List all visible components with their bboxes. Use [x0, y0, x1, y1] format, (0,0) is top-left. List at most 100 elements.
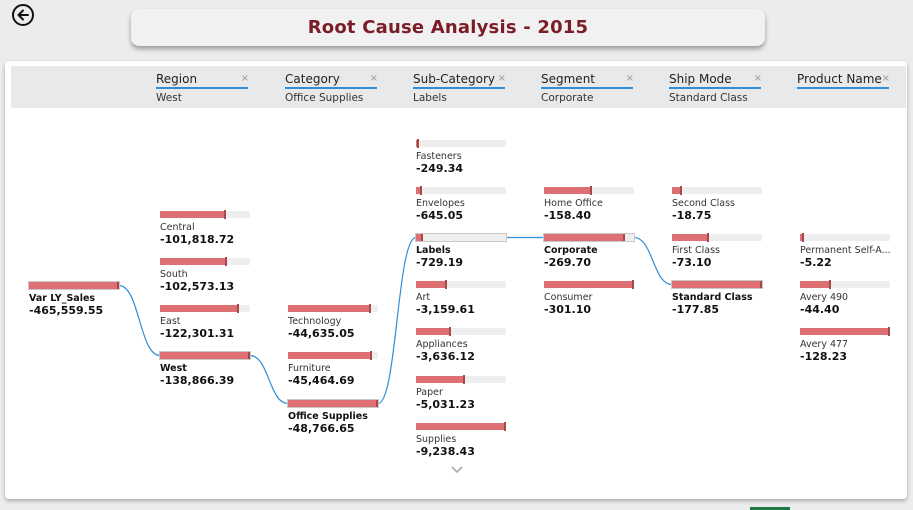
bar-track[interactable] [416, 186, 506, 195]
node-value: -44,635.05 [288, 327, 355, 340]
tree-node-west[interactable]: West -138,866.39 [159, 351, 255, 388]
bar-track[interactable] [416, 139, 506, 148]
node-value: -301.10 [544, 303, 592, 316]
bar-track[interactable] [416, 375, 506, 384]
bar-track[interactable] [800, 327, 890, 336]
level-header-region[interactable]: Region × West [156, 72, 249, 104]
tree-node-labels[interactable]: Labels -729.19 [415, 233, 511, 270]
selection-frame [159, 351, 251, 360]
bar-track[interactable] [672, 186, 762, 195]
level-name[interactable]: Product Name [797, 72, 889, 89]
node-label: Paper [416, 387, 443, 398]
bar-fill [800, 328, 890, 335]
remove-level-icon[interactable]: × [240, 73, 249, 84]
tree-node-central[interactable]: Central -101,818.72 [160, 210, 255, 247]
bar-track[interactable] [800, 233, 890, 242]
node-label: Home Office [544, 198, 603, 209]
bar-fill [672, 234, 709, 241]
node-value: -645.05 [416, 209, 464, 222]
tree-node-appliances[interactable]: Appliances -3,636.12 [416, 327, 511, 364]
bar-track[interactable] [800, 280, 890, 289]
bar-track[interactable] [416, 280, 506, 289]
tree-node-corporate[interactable]: Corporate -269.70 [543, 233, 639, 270]
remove-level-icon[interactable]: × [753, 73, 762, 84]
level-name[interactable]: Region [156, 72, 248, 89]
level-header-category[interactable]: Category × Office Supplies [285, 72, 378, 104]
scroll-down-chevron-icon[interactable] [451, 466, 463, 474]
bar-track[interactable] [672, 233, 762, 242]
tree-node-supplies[interactable]: Supplies -9,238.43 [416, 422, 511, 459]
level-name[interactable]: Category [285, 72, 377, 89]
tree-node-furniture[interactable]: Furniture -45,464.69 [288, 351, 383, 388]
node-value: -44.40 [800, 303, 840, 316]
remove-level-icon[interactable]: × [497, 73, 506, 84]
remove-level-icon[interactable]: × [625, 73, 634, 84]
node-value: -269.70 [544, 256, 592, 269]
bar-track[interactable] [160, 304, 250, 313]
node-label: Consumer [544, 292, 593, 303]
node-label: Avery 490 [800, 292, 849, 303]
bar-track[interactable] [28, 281, 120, 290]
bar-track[interactable] [288, 304, 378, 313]
bar-fill [160, 352, 250, 359]
bar-track[interactable] [288, 351, 378, 360]
tree-node-paper[interactable]: Paper -5,031.23 [416, 375, 511, 412]
selection-frame [543, 233, 635, 242]
bar-cap [370, 351, 372, 360]
tree-node-fasteners[interactable]: Fasteners -249.34 [416, 139, 511, 176]
level-name[interactable]: Sub-Category [413, 72, 505, 89]
title-card: Root Cause Analysis - 2015 [131, 9, 765, 46]
level-header-ship-mode[interactable]: Ship Mode × Standard Class [669, 72, 762, 104]
tree-node-avery-490[interactable]: Avery 490 -44.40 [800, 280, 895, 317]
level-header-product-name[interactable]: Product Name × [797, 72, 890, 92]
bar-track[interactable] [160, 257, 250, 266]
bar-track[interactable] [160, 210, 250, 219]
bar-cap [707, 233, 709, 242]
node-label: Avery 477 [800, 339, 849, 350]
tree-node-technology[interactable]: Technology -44,635.05 [288, 304, 383, 341]
tree-node-second-class[interactable]: Second Class -18.75 [672, 186, 767, 223]
bar-fill [800, 281, 831, 288]
remove-level-icon[interactable]: × [369, 73, 378, 84]
selection-frame [28, 281, 120, 290]
level-selected-value: West [156, 92, 182, 104]
tree-node-south[interactable]: South -102,573.13 [160, 257, 255, 294]
bottom-accent-bar [750, 507, 790, 510]
selection-frame [671, 280, 763, 289]
remove-level-icon[interactable]: × [881, 73, 890, 84]
level-name[interactable]: Segment [541, 72, 633, 89]
tree-node-consumer[interactable]: Consumer -301.10 [544, 280, 639, 317]
bar-track[interactable] [415, 233, 507, 242]
level-name[interactable]: Ship Mode [669, 72, 761, 89]
root-node-var-ly-sales[interactable]: Var LY_Sales -465,559.55 [28, 281, 124, 318]
tree-node-home-office[interactable]: Home Office -158.40 [544, 186, 639, 223]
tree-node-standard-class[interactable]: Standard Class -177.85 [671, 280, 767, 317]
bar-fill [544, 281, 634, 288]
bar-track[interactable] [671, 280, 763, 289]
node-label: Var LY_Sales [29, 293, 96, 304]
tree-node-first-class[interactable]: First Class -73.10 [672, 233, 767, 270]
node-value: -729.19 [416, 256, 464, 269]
bar-track[interactable] [416, 327, 506, 336]
bar-cap [376, 399, 378, 408]
tree-node-permanent-self-a[interactable]: Permanent Self-A... -5.22 [800, 233, 895, 270]
tree-node-art[interactable]: Art -3,159.61 [416, 280, 511, 317]
tree-node-east[interactable]: East -122,301.31 [160, 304, 255, 341]
back-button[interactable] [12, 4, 34, 26]
bar-track[interactable] [544, 186, 634, 195]
level-header-sub-category[interactable]: Sub-Category × Labels [413, 72, 506, 104]
bar-track[interactable] [544, 280, 634, 289]
bar-fill [672, 281, 762, 288]
tree-node-avery-477[interactable]: Avery 477 -128.23 [800, 327, 895, 364]
bar-track[interactable] [159, 351, 251, 360]
tree-node-office-supplies[interactable]: Office Supplies -48,766.65 [287, 399, 383, 436]
level-header-segment[interactable]: Segment × Corporate [541, 72, 634, 104]
node-value: -465,559.55 [29, 304, 104, 317]
bar-track[interactable] [543, 233, 635, 242]
bar-fill [544, 187, 592, 194]
node-value: -18.75 [672, 209, 712, 222]
bar-track[interactable] [416, 422, 506, 431]
tree-node-envelopes[interactable]: Envelopes -645.05 [416, 186, 511, 223]
bar-track[interactable] [287, 399, 379, 408]
bar-cap [590, 186, 592, 195]
